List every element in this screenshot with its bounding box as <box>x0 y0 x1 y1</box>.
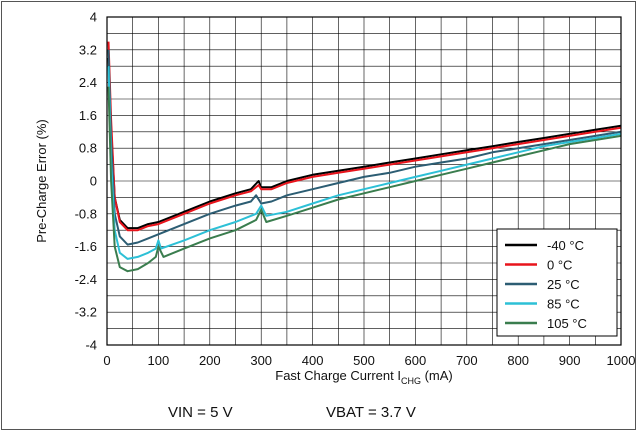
grid <box>107 17 621 345</box>
y-axis-label: Pre-Charge Error (%) <box>34 119 49 243</box>
legend-label-0: -40 °C <box>547 238 584 253</box>
x-tick-labels: 0 100 200 300 400 500 600 700 800 900 1000 <box>103 353 635 368</box>
x-tick-label: 600 <box>405 353 427 368</box>
x-axis-label-subscript: CHG <box>401 376 421 386</box>
y-tick-label: 0 <box>90 174 97 189</box>
y-tick-label: 3.2 <box>79 42 97 57</box>
y-tick-label: -4 <box>85 338 97 353</box>
x-tick-label: 100 <box>148 353 170 368</box>
legend-label-2: 25 °C <box>547 277 580 292</box>
y-tick-label: -3.2 <box>75 305 97 320</box>
y-tick-label: -2.4 <box>75 272 97 287</box>
x-tick-label: 0 <box>103 353 110 368</box>
x-tick-label: 900 <box>559 353 581 368</box>
caption-vbat: VBAT = 3.7 V <box>326 404 416 421</box>
series-line-2 <box>107 49 622 246</box>
plot-border <box>106 16 622 346</box>
legend-box <box>496 228 618 337</box>
series-group <box>107 41 622 273</box>
caption-vin: VIN = 5 V <box>168 404 233 421</box>
legend-label-3: 85 °C <box>547 297 580 312</box>
y-tick-label: 2.4 <box>79 75 97 90</box>
x-tick-label: 800 <box>507 353 529 368</box>
x-tick-label: 400 <box>302 353 324 368</box>
x-tick-label: 200 <box>199 353 221 368</box>
x-axis-label-main: Fast Charge Current I <box>275 368 401 383</box>
y-tick-label: -1.6 <box>75 239 97 254</box>
x-tick-label: 700 <box>456 353 478 368</box>
y-tick-label: -0.8 <box>75 206 97 221</box>
legend-label-4: 105 °C <box>547 316 587 331</box>
y-tick-label: 1.6 <box>79 108 97 123</box>
x-axis-label-unit: (mA) <box>421 368 453 383</box>
legend: -40 °C 0 °C 25 °C 85 °C 105 °C <box>496 228 618 337</box>
series-line-3 <box>107 66 622 260</box>
y-tick-label: 0.8 <box>79 141 97 156</box>
x-tick-label: 1000 <box>607 353 636 368</box>
x-tick-label: 300 <box>250 353 272 368</box>
chart-svg: 4 3.2 2.4 1.6 0.8 0 -0.8 -1.6 -2.4 -3.2 -4 0 100 200… <box>34 10 635 387</box>
series-line-0 <box>107 57 622 230</box>
y-tick-label: 4 <box>90 10 97 25</box>
series-line-1 <box>107 41 622 232</box>
x-tick-label: 500 <box>353 353 375 368</box>
legend-label-1: 0 °C <box>547 258 572 273</box>
x-axis-label: Fast Charge Current ICHG (mA) <box>275 368 453 386</box>
y-tick-labels: 4 3.2 2.4 1.6 0.8 0 -0.8 -1.6 -2.4 -3.2 -4 <box>75 10 97 353</box>
series-line-4 <box>107 86 622 273</box>
